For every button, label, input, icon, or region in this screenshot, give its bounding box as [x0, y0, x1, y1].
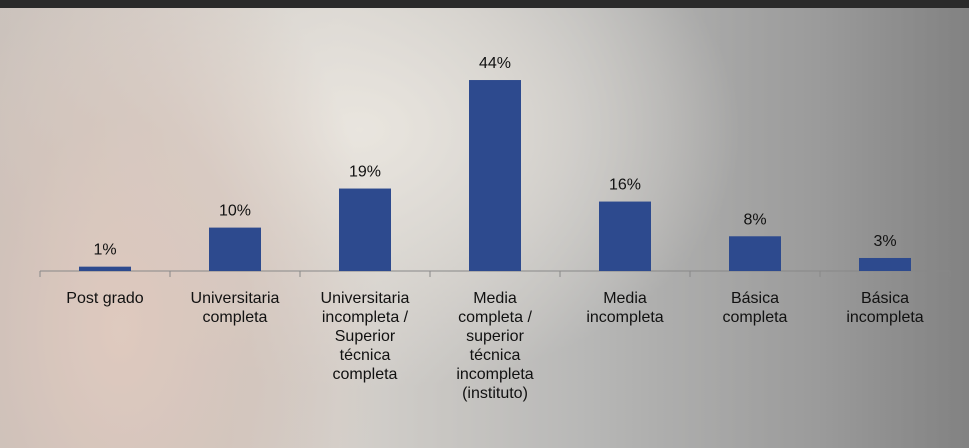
data-label: 8%: [743, 211, 766, 228]
x-tick-label: Básica completa: [722, 290, 788, 326]
bar: [339, 188, 391, 271]
x-tick-label: Universitaria completa: [190, 290, 280, 326]
bar: [859, 257, 911, 271]
data-label: 44%: [479, 55, 511, 72]
data-label: 19%: [349, 164, 381, 181]
x-tick-label: Media incompleta: [586, 290, 664, 326]
bar: [729, 236, 781, 271]
data-label: 1%: [93, 242, 116, 259]
x-tick-label: Básica incompleta: [846, 290, 924, 326]
x-tick-label: Universitaria incompleta / Superior técn…: [320, 290, 410, 383]
x-tick-label: Post grado: [66, 290, 144, 307]
data-label: 16%: [609, 177, 641, 194]
data-label: 3%: [873, 233, 896, 250]
bar: [79, 266, 131, 271]
data-label: 10%: [219, 203, 251, 220]
bar: [599, 201, 651, 271]
bar: [209, 227, 261, 271]
x-tick-label: Media completa / superior técnica incomp…: [456, 290, 534, 402]
bar: [469, 80, 521, 271]
